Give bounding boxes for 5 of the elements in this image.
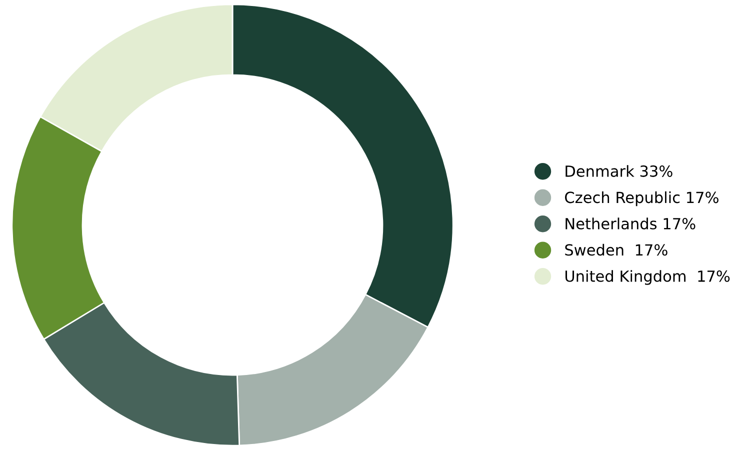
legend-label: Denmark 33% [566,165,672,177]
legend-label: Sweden 17% [565,244,668,256]
legend-label: Czech Republic 17% [565,191,718,206]
legend-label: United Kingdom 17% [565,270,730,285]
legend-label: Netherlands 17% [566,218,696,230]
